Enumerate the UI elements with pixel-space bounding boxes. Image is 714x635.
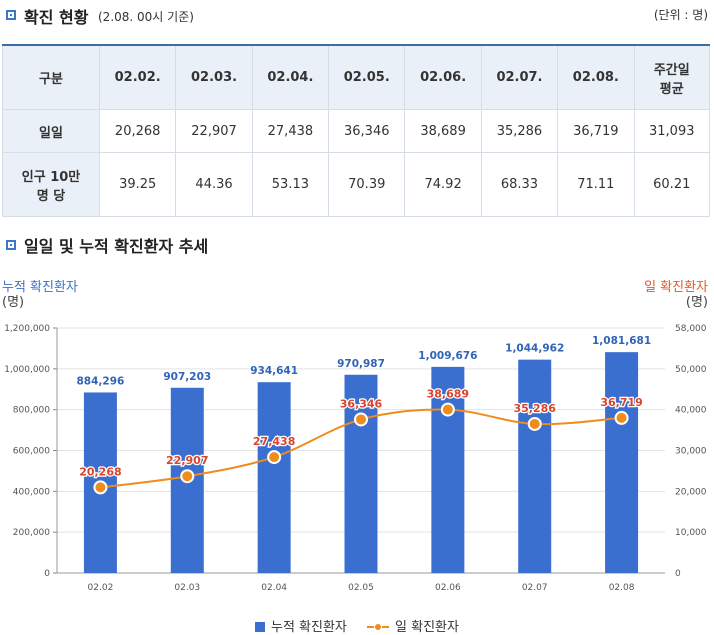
table-cell: 68.33: [480, 152, 559, 217]
left-tick-label: 800,000: [13, 406, 50, 416]
bar: [518, 359, 552, 573]
left-tick-label: 1,200,000: [4, 324, 50, 334]
bar-value-label: 934,641: [250, 365, 298, 377]
x-tick-label: 02.02: [88, 583, 114, 593]
table-cell: 36,346: [328, 109, 406, 153]
table-cell: 20,268: [98, 109, 177, 153]
left-tick-label: 0: [44, 569, 50, 579]
x-tick-label: 02.08: [609, 583, 635, 593]
header-cell: 02.06.: [404, 44, 482, 110]
table-row: 일일 20,268 22,907 27,438 36,346 38,689 35…: [2, 109, 711, 153]
table-cell: 53.13: [251, 152, 330, 217]
stats-table: 구분 02.02. 02.03. 02.04. 02.05. 02.06. 02…: [2, 44, 711, 217]
section-icon: [6, 10, 16, 20]
line-point: [93, 480, 108, 495]
header-cell: 02.02.: [98, 44, 177, 110]
table-cell: 36,719: [557, 109, 635, 153]
right-axis-title: 일 확진환자 (명): [644, 280, 708, 310]
section-title: 확진 현황: [24, 8, 89, 27]
legend-swatch-bar: [255, 622, 265, 632]
section-title: 일일 및 누적 확진환자 추세: [24, 237, 209, 256]
right-tick-label: 58,000: [675, 324, 707, 334]
header-cell-line: 주간일: [653, 62, 690, 78]
row-header-line: 인구 10만: [21, 169, 81, 185]
bar: [605, 352, 639, 573]
unit-label: (단위 : 명): [653, 8, 708, 22]
legend-swatch-line: [367, 622, 390, 632]
legend-label: 누적 확진환자: [271, 620, 347, 635]
bar-value-label: 884,296: [77, 375, 125, 387]
bar-value-label: 1,009,676: [418, 350, 477, 362]
line-point: [267, 450, 282, 465]
line-value-label: 22,907: [166, 454, 208, 467]
right-tick-label: 30,000: [675, 447, 707, 457]
table-cell: 31,093: [633, 109, 711, 153]
bar-value-label: 1,081,681: [592, 335, 651, 347]
line-value-label: 20,268: [79, 465, 121, 478]
table-cell: 71.11: [557, 152, 635, 217]
line-value-label: 27,438: [253, 435, 295, 448]
legend-item-bar: 누적 확진환자: [255, 616, 347, 635]
row-header: 일일: [2, 109, 100, 153]
line-point: [614, 410, 629, 425]
table-cell: 60.21: [633, 152, 711, 217]
line-point: [180, 469, 195, 484]
x-tick-label: 02.03: [174, 583, 200, 593]
left-tick-label: 1,000,000: [4, 365, 50, 375]
left-axis-title: 누적 확진환자 (명): [2, 280, 78, 310]
left-axis-title-text: 누적 확진환자: [2, 280, 78, 295]
header-cell-line: 평균: [659, 81, 684, 97]
right-axis-title-text: 일 확진환자: [644, 280, 708, 295]
right-axis-unit: (명): [685, 295, 708, 310]
line-value-label: 35,286: [513, 402, 556, 415]
line-point: [440, 402, 455, 417]
row-header-line: 명 당: [36, 188, 66, 204]
left-tick-label: 200,000: [13, 528, 50, 538]
line-value-label: 36,346: [340, 397, 383, 410]
line-value-label: 38,689: [427, 388, 469, 401]
table-cell: 44.36: [175, 152, 253, 217]
table-cell: 74.92: [404, 152, 482, 217]
left-tick-label: 400,000: [13, 487, 50, 497]
x-tick-label: 02.07: [522, 583, 548, 593]
x-tick-label: 02.05: [348, 583, 374, 593]
table-cell: 70.39: [328, 152, 406, 217]
legend-item-line: 일 확진환자: [367, 616, 459, 635]
right-tick-label: 10,000: [675, 528, 707, 538]
left-axis-unit: (명): [2, 295, 25, 310]
header-cell-weekly-avg: 주간일 평균: [633, 44, 711, 110]
line-point: [527, 416, 542, 431]
bar: [431, 366, 465, 573]
table-cell: 22,907: [175, 109, 253, 153]
bar: [344, 374, 378, 573]
bar-value-label: 970,987: [337, 358, 385, 370]
legend-label: 일 확진환자: [395, 620, 459, 635]
table-row: 인구 10만 명 당 39.25 44.36 53.13 70.39 74.92…: [2, 152, 711, 217]
table-cell: 39.25: [98, 152, 177, 217]
x-tick-label: 02.06: [435, 583, 461, 593]
header-cell: 02.07.: [480, 44, 559, 110]
table-header-row: 구분 02.02. 02.03. 02.04. 02.05. 02.06. 02…: [2, 44, 711, 110]
right-tick-label: 20,000: [675, 487, 707, 497]
right-tick-label: 50,000: [675, 365, 707, 375]
section-icon: [6, 240, 16, 250]
table-cell: 35,286: [480, 109, 559, 153]
line-value-label: 36,719: [600, 396, 642, 409]
section-note: (2.08. 00시 기준): [98, 10, 194, 24]
right-tick-label: 0: [675, 569, 681, 579]
bar-value-label: 1,044,962: [505, 343, 564, 355]
left-tick-label: 600,000: [13, 447, 50, 457]
chart-legend: 누적 확진환자 일 확진환자: [0, 616, 714, 635]
bar-value-label: 907,203: [163, 371, 211, 383]
right-tick-label: 40,000: [675, 406, 707, 416]
x-tick-label: 02.04: [261, 583, 287, 593]
bar: [257, 382, 291, 573]
row-header: 인구 10만 명 당: [2, 152, 100, 217]
header-cell: 02.08.: [557, 44, 635, 110]
line-point: [354, 412, 368, 427]
